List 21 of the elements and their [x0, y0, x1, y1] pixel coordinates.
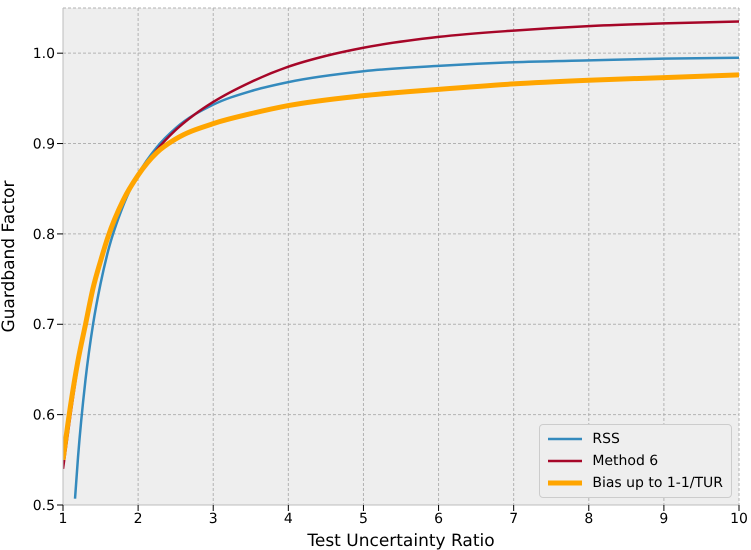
- x-tick-label: 9: [659, 510, 668, 527]
- y-tick-label: 0.9: [32, 136, 55, 153]
- y-tick-label: 0.6: [32, 408, 56, 424]
- x-tick-label: 10: [730, 510, 748, 527]
- x-tick-label: 3: [208, 510, 218, 527]
- x-tick-label: 2: [134, 510, 143, 527]
- y-tick-label: 0.7: [32, 317, 55, 334]
- x-tick-label: 6: [434, 510, 444, 527]
- x-tick-label: 8: [584, 510, 594, 527]
- x-tick-label: 7: [509, 510, 518, 527]
- legend-label: Method 6: [592, 453, 658, 469]
- y-tick-label: 0.8: [32, 226, 55, 243]
- x-tick-label: 1: [58, 510, 68, 527]
- y-tick-label: 0.5: [32, 498, 55, 514]
- legend-label: RSS: [592, 431, 620, 447]
- x-tick-label: 4: [284, 510, 293, 527]
- legend-label: Bias up to 1-1/TUR: [592, 475, 723, 491]
- x-axis-title: Test Uncertainty Ratio: [306, 531, 495, 550]
- y-axis-title: Guardband Factor: [0, 180, 20, 333]
- x-tick-label: 5: [358, 510, 368, 527]
- y-tick-label: 1.0: [32, 46, 55, 62]
